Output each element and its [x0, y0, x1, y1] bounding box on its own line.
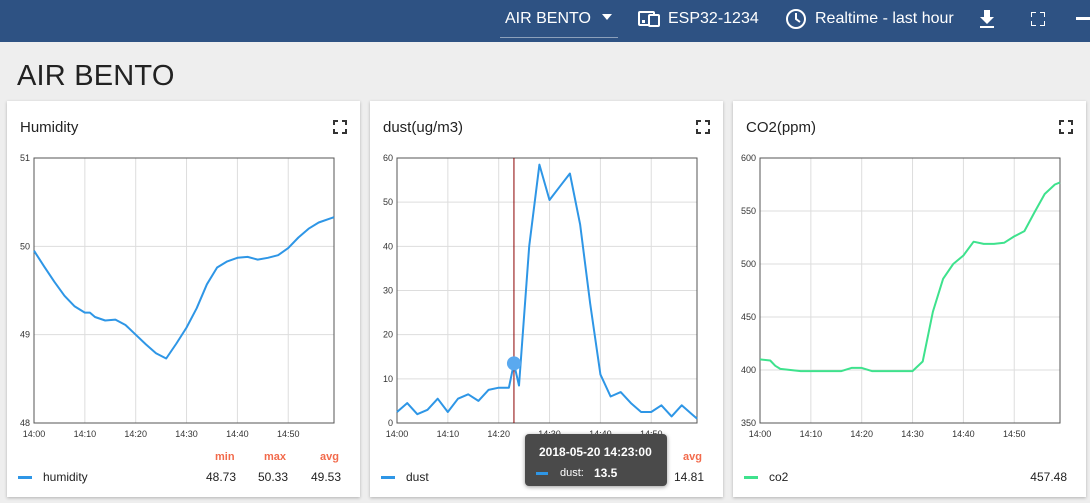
- y-tick-label: 50: [20, 241, 30, 251]
- x-tick-label: 14:30: [901, 429, 924, 439]
- y-tick-label: 450: [741, 312, 756, 322]
- x-tick-label: 14:50: [1003, 429, 1026, 439]
- co2-chart: 350 400 450 500 550 600 14:00 14:10 14:20 14:30 14…: [741, 153, 1061, 439]
- plot-frame: [396, 157, 698, 424]
- device-icon: [638, 11, 660, 27]
- legend-series-name[interactable]: humidity: [43, 470, 88, 484]
- y-tick-label: 40: [383, 241, 393, 251]
- dust-card: dust(ug/m3) 0 10 20 30 40 50 60 14:00 14:10 14:20…: [370, 101, 723, 497]
- device-name: ESP32-1234: [668, 10, 759, 27]
- time-range-selector[interactable]: Realtime - last hour: [785, 0, 954, 38]
- legend-series-name[interactable]: dust: [406, 470, 429, 484]
- fullscreen-icon[interactable]: [695, 119, 711, 135]
- fullscreen-icon[interactable]: [1058, 119, 1074, 135]
- x-tick-label: 14:00: [386, 429, 409, 439]
- x-tick-label: 14:00: [23, 429, 46, 439]
- legend-max-value: 50.33: [257, 470, 288, 484]
- legend-min-header: min: [215, 451, 235, 463]
- y-tick-label: 550: [741, 206, 756, 216]
- series-line-dust: [396, 163, 698, 420]
- legend-avg-header: avg: [320, 451, 339, 463]
- legend-avg-value: 457.48: [1030, 470, 1067, 484]
- x-tick-label: 14:40: [226, 429, 249, 439]
- more-button[interactable]: [1074, 6, 1090, 32]
- humidity-card: Humidity 48 49 50 51 14:00 14:10 14:20 14:30 14:…: [7, 101, 360, 497]
- x-tick-label: 14:30: [175, 429, 198, 439]
- y-tick-label: 60: [383, 153, 393, 163]
- chevron-down-icon: [602, 14, 612, 20]
- legend-swatch: [18, 476, 32, 479]
- fullscreen-icon[interactable]: [332, 119, 348, 135]
- download-icon: [980, 10, 994, 28]
- chart-legend: avg dust 14.81: [370, 446, 723, 491]
- download-button[interactable]: [974, 6, 1000, 32]
- more-icon: [1076, 17, 1090, 20]
- y-tick-label: 350: [741, 418, 756, 428]
- series-line-co2: [759, 181, 1061, 373]
- plot-frame: [33, 157, 335, 424]
- tooltip-swatch: [536, 472, 548, 475]
- x-tick-label: 14:50: [277, 429, 300, 439]
- legend-avg-value: 14.81: [673, 470, 704, 484]
- y-tick-label: 600: [741, 153, 756, 163]
- chart-legend: min max avg humidity 48.73 50.33 49.53: [7, 446, 360, 491]
- legend-max-header: max: [264, 451, 287, 463]
- chart-legend: co2 457.48: [733, 446, 1086, 491]
- x-tick-label: 14:20: [124, 429, 147, 439]
- top-bar: AIR BENTO ESP32-1234 Realtime - last hou…: [0, 0, 1090, 42]
- chart-tooltip: 2018-05-20 14:23:00 dust: 13.5: [525, 434, 667, 486]
- dashboard-select-value: AIR BENTO: [505, 9, 591, 27]
- x-tick-label: 14:00: [749, 429, 772, 439]
- legend-avg-header: avg: [683, 451, 702, 463]
- time-range-label: Realtime - last hour: [815, 10, 954, 27]
- x-tick-label: 14:40: [952, 429, 975, 439]
- y-tick-label: 50: [383, 197, 393, 207]
- tooltip-series-name: dust:: [560, 467, 584, 479]
- device-selector[interactable]: ESP32-1234: [638, 0, 759, 38]
- card-title: Humidity: [20, 119, 79, 136]
- plot-frame: [759, 157, 1061, 424]
- dashboard-select[interactable]: AIR BENTO: [500, 0, 618, 38]
- legend-avg-value: 49.53: [310, 470, 341, 484]
- y-tick-label: 48: [20, 418, 30, 428]
- x-tick-label: 14:10: [437, 429, 460, 439]
- y-tick-label: 49: [20, 330, 30, 340]
- humidity-chart: 48 49 50 51 14:00 14:10 14:20 14:30 14:40 14:50: [20, 153, 335, 439]
- series-line-humidity: [33, 216, 335, 360]
- legend-min-value: 48.73: [205, 470, 236, 484]
- x-tick-label: 14:10: [800, 429, 823, 439]
- clock-icon: [786, 9, 806, 29]
- card-title: dust(ug/m3): [383, 119, 464, 136]
- y-tick-label: 20: [383, 330, 393, 340]
- page-title: AIR BENTO: [17, 60, 175, 92]
- tooltip-time: 2018-05-20 14:23:00: [539, 445, 652, 459]
- card-title: CO2(ppm): [746, 119, 817, 136]
- fullscreen-icon: [1031, 12, 1045, 26]
- y-tick-label: 51: [20, 153, 30, 163]
- highlight-point: [506, 356, 521, 371]
- legend-series-name[interactable]: co2: [769, 470, 789, 484]
- legend-swatch: [381, 476, 395, 479]
- co2-card: CO2(ppm) 350 400 450 500 550 600 14:00 14:10 14:…: [733, 101, 1086, 497]
- dust-chart: 010203040506014:0014:1014:2014:3014:4014…: [383, 153, 698, 439]
- x-tick-label: 14:10: [74, 429, 97, 439]
- y-tick-label: 10: [383, 374, 393, 384]
- y-tick-label: 0: [388, 418, 393, 428]
- legend-swatch: [744, 476, 758, 479]
- y-tick-label: 500: [741, 259, 756, 269]
- y-tick-label: 30: [383, 286, 393, 296]
- x-tick-label: 14:20: [487, 429, 510, 439]
- x-tick-label: 14:20: [850, 429, 873, 439]
- tooltip-value: 13.5: [594, 466, 618, 480]
- fullscreen-button[interactable]: [1025, 6, 1051, 32]
- y-tick-label: 400: [741, 365, 756, 375]
